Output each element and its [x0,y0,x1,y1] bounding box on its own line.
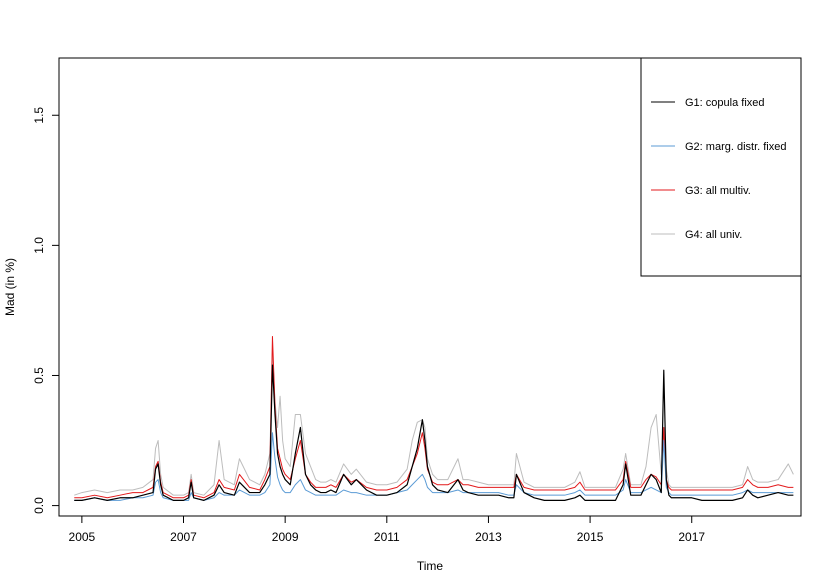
x-tick-label: 2011 [374,530,400,544]
x-tick-label: 2017 [678,530,705,544]
legend-box [640,57,802,277]
y-tick-label: 1.0 [32,237,46,254]
x-axis: 2005 2007 2009 2011 2013 2015 2017 [69,515,705,544]
x-axis-label: Time [417,559,444,573]
x-tick-label: 2005 [69,530,96,544]
y-axis: 0.0 0.5 1.0 1.5 [32,107,60,514]
x-tick-label: 2007 [170,530,197,544]
series-line-3 [74,335,794,499]
series-lines [74,335,794,501]
x-tick-label: 2013 [475,530,502,544]
series-line-4 [74,348,794,496]
legend: G1: copula fixed G2: marg. distr. fixed G3… [640,57,802,277]
y-tick-label: 0.5 [32,367,46,384]
x-tick-label: 2009 [272,530,299,544]
legend-label-4: G4: all univ. [685,229,742,241]
legend-label-3: G3: all multiv. [685,185,751,197]
y-tick-label: 0.0 [32,497,46,514]
series-line-2 [74,432,794,501]
series-line-1 [74,364,794,501]
x-tick-label: 2015 [577,530,604,544]
legend-label-2: G2: marg. distr. fixed [685,141,786,153]
y-tick-label: 1.5 [32,107,46,124]
y-axis-label: Mad (in %) [3,258,17,316]
legend-label-1: G1: copula fixed [685,97,765,109]
